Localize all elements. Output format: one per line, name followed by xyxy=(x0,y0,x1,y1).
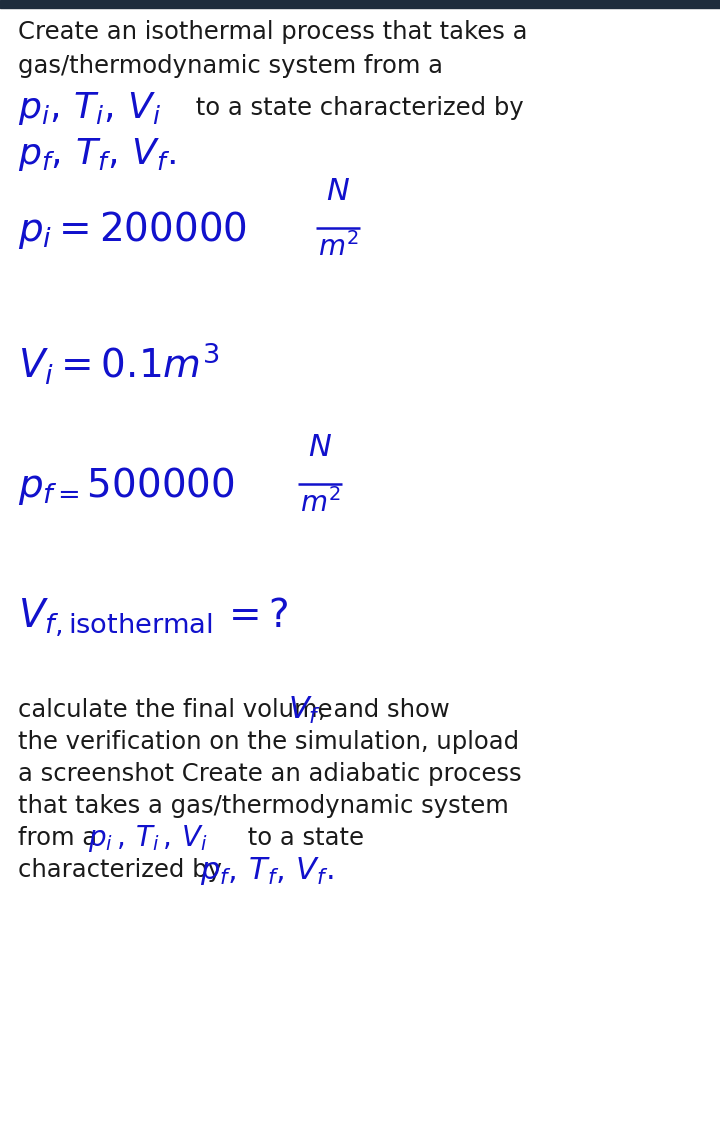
Text: characterized by: characterized by xyxy=(18,858,230,882)
Text: $p_f,\,T_f,\,V_f.$: $p_f,\,T_f,\,V_f.$ xyxy=(18,136,176,173)
Text: $p_i = 200000\,$: $p_i = 200000\,$ xyxy=(18,208,247,251)
Text: $N$: $N$ xyxy=(326,177,350,206)
Text: to a state characterized by: to a state characterized by xyxy=(188,96,523,120)
Text: from a: from a xyxy=(18,826,105,850)
Text: $p_i,\,T_i,\,V_i$: $p_i,\,T_i,\,V_i$ xyxy=(18,90,161,128)
Text: gas/thermodynamic system from a: gas/thermodynamic system from a xyxy=(18,54,443,77)
Text: $m^2$: $m^2$ xyxy=(318,232,359,262)
Text: , and show: , and show xyxy=(318,698,450,722)
Text: Create an isothermal process that takes a: Create an isothermal process that takes … xyxy=(18,21,528,44)
Text: $p_f,\,T_f,\,V_f.$: $p_f,\,T_f,\,V_f.$ xyxy=(200,855,333,887)
Text: the verification on the simulation, upload: the verification on the simulation, uplo… xyxy=(18,730,519,754)
Text: to a state: to a state xyxy=(240,826,364,850)
Text: $m^2$: $m^2$ xyxy=(300,487,341,518)
Text: a screenshot Create an adiabatic process: a screenshot Create an adiabatic process xyxy=(18,762,521,786)
Text: $V_i = 0.1m^3$: $V_i = 0.1m^3$ xyxy=(18,341,220,386)
Bar xyxy=(0,0,720,8)
Text: that takes a gas/thermodynamic system: that takes a gas/thermodynamic system xyxy=(18,794,509,818)
Text: $p_{f{=}}500000\,$: $p_{f{=}}500000\,$ xyxy=(18,465,235,507)
Text: $V_f$: $V_f$ xyxy=(288,695,321,726)
Text: $V_{f,\mathrm{isothermal}}\,=?$: $V_{f,\mathrm{isothermal}}\,=?$ xyxy=(18,595,288,638)
Text: calculate the final volume: calculate the final volume xyxy=(18,698,341,722)
Text: $p_i\,,\,T_i\,,\,V_i$: $p_i\,,\,T_i\,,\,V_i$ xyxy=(88,823,208,854)
Text: $N$: $N$ xyxy=(308,433,332,462)
